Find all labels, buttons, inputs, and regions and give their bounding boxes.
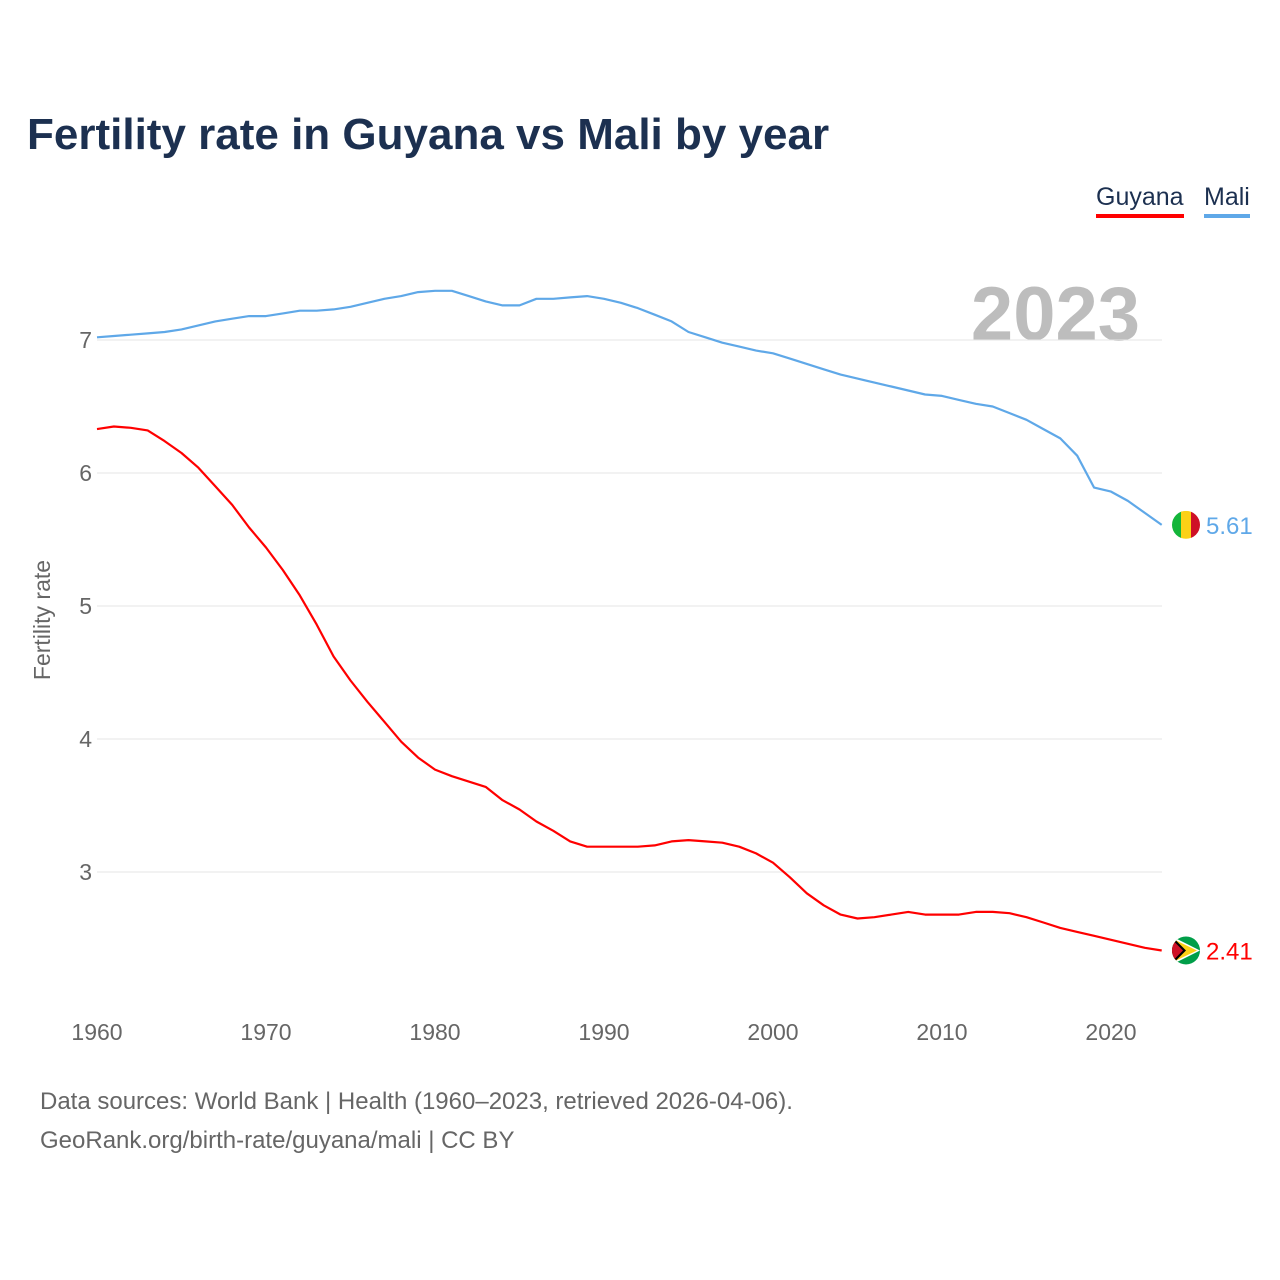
source-note: Data sources: World Bank | Health (1960–… bbox=[40, 1088, 793, 1115]
chart-title: Fertility rate in Guyana vs Mali by year bbox=[27, 110, 830, 159]
end-value-label-guyana: 2.41 bbox=[1206, 938, 1253, 965]
end-value-label-mali: 5.61 bbox=[1206, 513, 1253, 540]
series-line-mali bbox=[96, 289, 1163, 526]
x-tick-label: 1960 bbox=[71, 1019, 122, 1045]
mali-flag-icon bbox=[1172, 510, 1200, 539]
x-tick-label: 2000 bbox=[747, 1019, 798, 1045]
legend-item-mali[interactable]: Mali bbox=[1204, 183, 1250, 218]
y-tick-label: 3 bbox=[79, 859, 92, 885]
x-tick-label: 2020 bbox=[1085, 1019, 1136, 1045]
guyana-flag-icon bbox=[1172, 936, 1200, 965]
y-tick-label: 6 bbox=[79, 460, 92, 486]
y-tick-label: 7 bbox=[79, 327, 92, 353]
y-tick-label: 4 bbox=[79, 726, 92, 752]
source-url[interactable]: GeoRank.org/birth-rate/guyana/mali | CC … bbox=[40, 1127, 515, 1154]
x-tick-label: 2010 bbox=[916, 1019, 967, 1045]
year-watermark: 2023 bbox=[971, 272, 1140, 357]
y-tick-label: 5 bbox=[79, 593, 92, 619]
x-tick-label: 1970 bbox=[240, 1019, 291, 1045]
y-axis-label: Fertility rate bbox=[29, 560, 55, 680]
x-tick-label: 1990 bbox=[578, 1019, 629, 1045]
series-line-guyana bbox=[96, 425, 1162, 952]
legend-item-guyana[interactable]: Guyana bbox=[1096, 183, 1184, 218]
x-tick-label: 1980 bbox=[409, 1019, 460, 1045]
